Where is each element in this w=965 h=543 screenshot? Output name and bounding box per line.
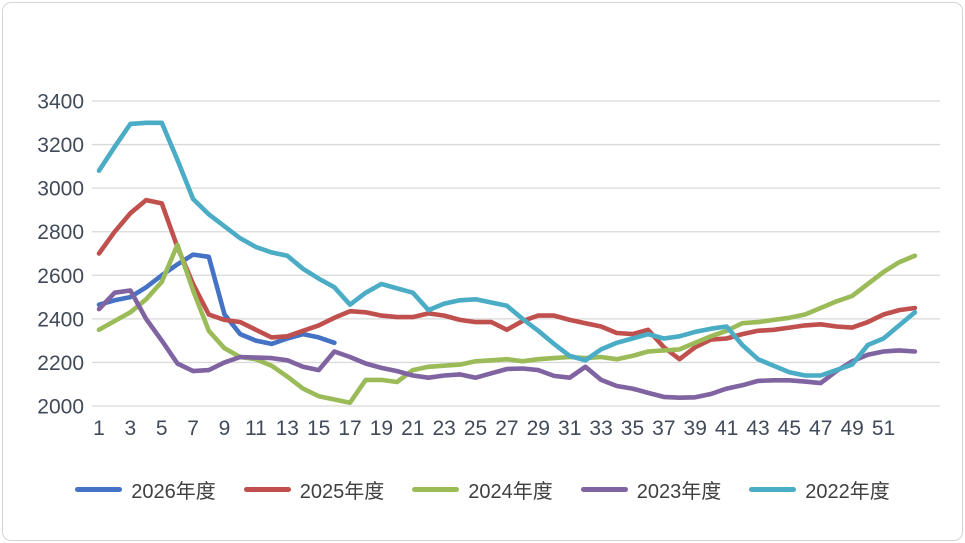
x-axis-tick-label: 33 xyxy=(589,417,612,440)
legend-label-2024: 2024年度 xyxy=(468,480,553,503)
legend-swatch-2022 xyxy=(749,486,797,492)
x-axis-tick-label: 41 xyxy=(715,417,738,440)
x-axis-tick-label: 11 xyxy=(245,417,267,440)
legend-item-2022: 2022年度 xyxy=(749,475,890,504)
series-line-2023年度 xyxy=(96,288,918,401)
x-axis-tick-label: 21 xyxy=(401,417,424,440)
legend-label-2022: 2022年度 xyxy=(805,480,890,503)
x-axis-tick-label: 13 xyxy=(276,417,299,440)
y-axis-tick-label: 2200 xyxy=(37,352,84,375)
series-line-2024年度 xyxy=(96,242,918,406)
y-axis-tick-label: 2600 xyxy=(37,265,84,288)
x-axis-tick-label: 49 xyxy=(840,417,863,440)
x-axis-tick-label: 15 xyxy=(307,417,330,440)
legend-item-2025: 2025年度 xyxy=(243,475,385,504)
y-axis-tick-label: 2800 xyxy=(37,221,84,244)
series-line-2025年度 xyxy=(96,197,918,362)
legend-item-2023: 2023年度 xyxy=(580,475,722,504)
x-axis-tick-label: 47 xyxy=(809,417,832,440)
x-axis-tick-label: 25 xyxy=(464,417,487,440)
legend-swatch-2026 xyxy=(75,486,123,492)
x-axis-tick-label: 39 xyxy=(684,417,707,440)
x-axis-tick-label: 31 xyxy=(558,417,581,440)
y-axis-tick-label: 3000 xyxy=(37,178,84,201)
y-axis-tick-label: 2400 xyxy=(37,308,84,331)
x-axis-tick-label: 3 xyxy=(125,417,137,440)
y-axis-tick-label: 2000 xyxy=(37,396,84,419)
x-axis-tick-label: 17 xyxy=(338,417,361,440)
x-axis-tick-label: 37 xyxy=(652,417,675,440)
legend-label-2023: 2023年度 xyxy=(636,480,722,503)
x-axis-tick-label: 35 xyxy=(621,417,644,440)
legend-swatch-2025 xyxy=(243,486,291,492)
legend-swatch-2023 xyxy=(580,486,628,492)
legend-label-2025: 2025年度 xyxy=(299,480,385,503)
x-axis-tick-label: 9 xyxy=(219,417,231,440)
x-axis-tick-label: 1 xyxy=(93,417,105,440)
x-axis-tick-label: 45 xyxy=(778,417,801,440)
x-axis-tick-label: 23 xyxy=(433,417,456,440)
x-axis-tick-label: 51 xyxy=(872,417,895,440)
legend-item-2024: 2024年度 xyxy=(412,475,553,504)
x-axis-tick-label: 27 xyxy=(495,417,518,440)
chart-legend: 2026年度 2025年度 2024年度 2023年度 2022年度 xyxy=(0,472,965,506)
y-axis-tick-label: 3400 xyxy=(37,91,84,114)
legend-item-2026: 2026年度 xyxy=(75,475,216,504)
x-axis-tick-label: 5 xyxy=(156,417,168,440)
x-axis-tick-label: 7 xyxy=(187,417,199,440)
series-line-2022年度 xyxy=(96,120,918,378)
y-axis-tick-label: 3200 xyxy=(37,134,84,157)
x-axis-tick-label: 19 xyxy=(370,417,393,440)
legend-label-2026: 2026年度 xyxy=(131,480,216,503)
legend-swatch-2024 xyxy=(412,486,460,492)
series-line-2026年度 xyxy=(96,252,337,347)
x-axis-tick-label: 29 xyxy=(527,417,550,440)
x-axis-tick-label: 43 xyxy=(746,417,769,440)
